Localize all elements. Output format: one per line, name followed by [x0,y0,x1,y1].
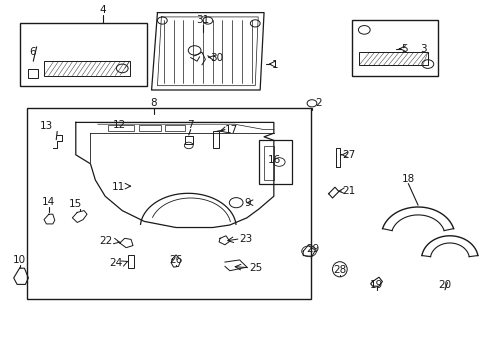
Bar [165,125,184,131]
Text: 15: 15 [69,199,82,209]
Text: 23: 23 [239,234,252,244]
Text: 20: 20 [438,280,450,290]
Text: 22: 22 [99,236,112,246]
Bar [107,125,134,131]
Bar [351,20,437,76]
Bar [20,23,146,86]
Text: 8: 8 [150,98,157,108]
Bar [128,255,134,268]
Text: 4: 4 [99,5,106,15]
Text: 16: 16 [267,155,281,165]
Text: 30: 30 [210,53,223,63]
Text: 7: 7 [187,120,194,130]
Text: 27: 27 [342,150,355,160]
Text: 1: 1 [271,60,278,70]
Text: 24: 24 [109,258,122,268]
Text: 12: 12 [113,120,126,130]
Bar [27,108,310,299]
Bar [44,61,129,76]
Text: 2: 2 [315,98,322,108]
Text: 9: 9 [244,198,251,208]
Text: 21: 21 [342,186,355,196]
Bar [28,69,38,78]
Text: 17: 17 [224,125,238,135]
Bar [184,136,192,144]
Bar [264,146,273,180]
Text: 3: 3 [420,44,427,54]
Text: 26: 26 [169,255,183,265]
Text: 18: 18 [401,174,414,184]
Bar [212,131,218,148]
Text: 31: 31 [196,15,209,25]
Text: 14: 14 [42,197,56,207]
Text: 29: 29 [305,244,319,254]
Text: 19: 19 [369,280,383,290]
Text: 13: 13 [40,121,53,131]
Text: 25: 25 [249,263,262,273]
Bar [259,140,292,184]
Bar [139,125,161,131]
Text: 6: 6 [29,47,36,57]
Text: 10: 10 [13,255,26,265]
Text: 11: 11 [111,182,124,192]
Text: 28: 28 [332,265,346,275]
Text: 5: 5 [400,44,407,54]
Bar [359,52,427,65]
